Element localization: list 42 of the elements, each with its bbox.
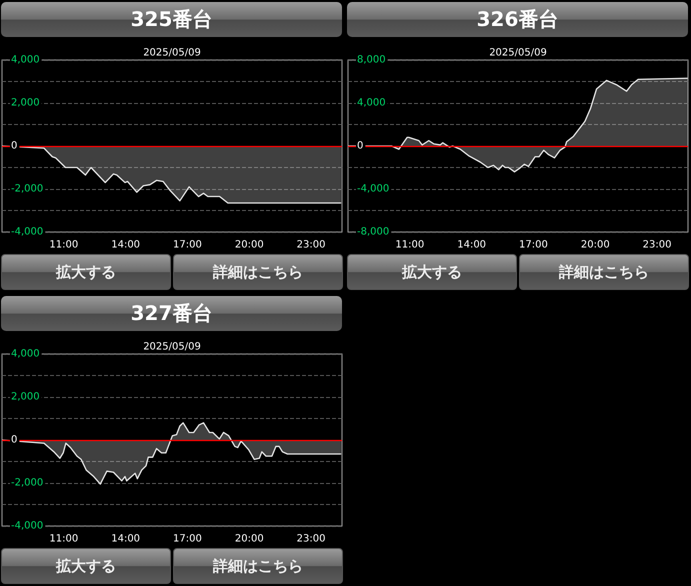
chart-title: 326番台 bbox=[347, 2, 688, 37]
y-tick-label: 0 bbox=[11, 434, 18, 446]
y-tick-label: -2,000 bbox=[11, 478, 44, 488]
y-tick-label: 4,000 bbox=[11, 54, 40, 66]
y-tick-label: -4,000 bbox=[357, 184, 390, 194]
text: 拡大する bbox=[347, 254, 517, 290]
chart-title: 325番台 bbox=[1, 2, 342, 37]
x-tick-label: 11:00 bbox=[49, 240, 78, 250]
y-tick-label: 2,000 bbox=[11, 392, 40, 402]
x-tick-label: 20:00 bbox=[234, 534, 264, 544]
y-tick-label: 8,000 bbox=[357, 54, 386, 66]
text: 拡大する bbox=[1, 254, 171, 290]
x-tick-label: 14:00 bbox=[111, 534, 140, 544]
y-tick-label: 4,000 bbox=[11, 348, 40, 360]
y-tick-label: -4,000 bbox=[11, 520, 44, 532]
y-tick-label: 0 bbox=[357, 140, 364, 152]
y-tick-label: 4,000 bbox=[357, 98, 386, 108]
x-tick-label: 20:00 bbox=[234, 240, 264, 250]
x-tick-label: 17:00 bbox=[173, 240, 202, 250]
text: 詳細はこちら bbox=[519, 254, 689, 290]
y-tick-label: -4,000 bbox=[11, 226, 44, 238]
text: 詳細はこちら bbox=[173, 548, 343, 584]
y-tick-label: -2,000 bbox=[11, 184, 44, 194]
chart-subtitle: 2025/05/09 bbox=[143, 48, 201, 58]
chart-subtitle: 2025/05/09 bbox=[143, 342, 201, 352]
text: 詳細はこちら bbox=[173, 254, 343, 290]
x-tick-label: 11:00 bbox=[49, 534, 78, 544]
x-tick-label: 17:00 bbox=[173, 534, 202, 544]
text: 拡大する bbox=[1, 548, 171, 584]
chart-title: 327番台 bbox=[1, 296, 342, 331]
x-tick-label: 14:00 bbox=[457, 240, 486, 250]
y-tick-label: 2,000 bbox=[11, 98, 40, 108]
x-tick-label: 14:00 bbox=[111, 240, 140, 250]
x-tick-label: 23:00 bbox=[642, 240, 672, 250]
x-tick-label: 23:00 bbox=[296, 240, 326, 250]
chart-subtitle: 2025/05/09 bbox=[489, 48, 547, 58]
x-tick-label: 20:00 bbox=[580, 240, 610, 250]
x-tick-label: 11:00 bbox=[395, 240, 424, 250]
y-tick-label: 0 bbox=[11, 140, 18, 152]
y-tick-label: -8,000 bbox=[357, 226, 390, 238]
x-tick-label: 23:00 bbox=[296, 534, 326, 544]
x-tick-label: 17:00 bbox=[519, 240, 548, 250]
